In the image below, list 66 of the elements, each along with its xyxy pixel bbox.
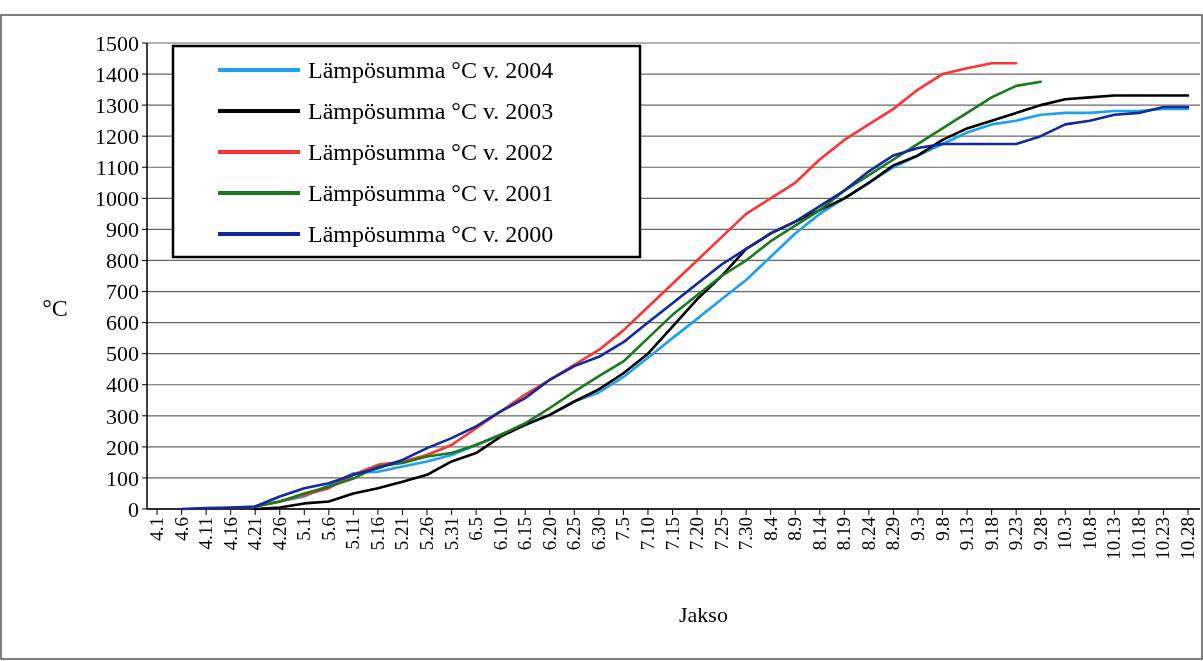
y-tick-label: 1200 <box>95 123 139 149</box>
x-tick-label: 9.8 <box>931 517 953 541</box>
x-tick-label: 6.20 <box>538 517 560 551</box>
x-tick-label: 7.5 <box>612 517 634 541</box>
x-tick-label: 8.4 <box>759 516 781 541</box>
x-tick-label: 10.23 <box>1152 517 1174 560</box>
y-tick-label: 1100 <box>95 154 139 180</box>
y-tick-label: 100 <box>106 465 139 491</box>
y-tick-label: 400 <box>106 372 139 398</box>
x-tick-label: 5.11 <box>342 517 364 550</box>
y-tick-label: 300 <box>106 403 139 429</box>
x-tick-label: 4.1 <box>146 517 167 541</box>
x-tick-label: 7.20 <box>686 517 708 551</box>
y-tick-label: 1300 <box>95 92 139 118</box>
y-tick-label: 900 <box>106 217 139 243</box>
x-tick-label: 6.15 <box>514 517 536 551</box>
x-tick-label: 9.18 <box>980 517 1002 551</box>
x-tick-label: 7.15 <box>661 517 683 551</box>
x-tick-label: 4.26 <box>268 517 290 551</box>
legend-label: Lämpösumma °C v. 2002 <box>308 139 554 166</box>
x-tick-label: 4.21 <box>244 517 266 551</box>
y-tick-label: 0 <box>128 496 139 522</box>
x-tick-label: 10.8 <box>1078 517 1100 551</box>
legend-label: Lämpösumma °C v. 2001 <box>308 180 554 207</box>
x-tick-label: 8.24 <box>857 516 879 551</box>
x-tick-label: 6.10 <box>489 517 511 551</box>
x-tick-label: 9.23 <box>1005 517 1027 551</box>
x-tick-label: 7.10 <box>636 517 658 551</box>
x-tick-label: 6.30 <box>587 517 609 551</box>
x-tick-label: 5.21 <box>391 517 413 551</box>
x-tick-label: 8.19 <box>833 517 855 551</box>
legend-label: Lämpösumma °C v. 2000 <box>308 221 554 248</box>
x-tick-label: 10.18 <box>1127 517 1149 560</box>
y-tick-label: 200 <box>106 434 139 460</box>
x-tick-label: 5.6 <box>317 517 339 541</box>
x-tick-label: 5.31 <box>440 517 462 551</box>
x-tick-label: 6.5 <box>465 517 487 541</box>
x-tick-label: 9.13 <box>956 517 978 551</box>
x-tick-label: 7.30 <box>735 517 757 551</box>
x-tick-label: 5.16 <box>366 517 388 551</box>
x-tick-label: 10.28 <box>1177 517 1198 560</box>
y-tick-label: 1400 <box>95 61 139 87</box>
y-tick-label: 500 <box>106 341 139 367</box>
y-tick-label: 1000 <box>95 186 139 212</box>
x-tick-label: 10.3 <box>1054 517 1076 551</box>
legend-label: Lämpösumma °C v. 2004 <box>308 57 554 84</box>
y-tick-label: 1500 <box>95 30 139 56</box>
x-tick-label: 9.3 <box>906 517 928 541</box>
x-tick-label: 5.1 <box>293 517 315 541</box>
x-tick-label: 4.16 <box>219 517 241 551</box>
x-tick-label: 9.28 <box>1029 517 1051 551</box>
x-tick-label: 5.26 <box>416 517 438 551</box>
x-tick-label: 10.13 <box>1103 517 1125 560</box>
x-tick-label: 8.29 <box>882 517 904 551</box>
x-tick-label: 7.25 <box>710 517 732 551</box>
x-tick-label: 4.6 <box>170 517 192 541</box>
x-axis-title: Jakso <box>679 602 728 627</box>
x-tick-label: 8.14 <box>808 516 830 551</box>
y-axis-title: °C <box>42 295 68 321</box>
x-tick-label: 8.9 <box>784 517 806 541</box>
legend-label: Lämpösumma °C v. 2003 <box>308 98 554 125</box>
y-tick-label: 600 <box>106 310 139 336</box>
y-tick-label: 700 <box>106 279 139 305</box>
y-tick-label: 800 <box>106 248 139 274</box>
x-tick-label: 4.11 <box>195 517 217 550</box>
x-tick-label: 6.25 <box>563 517 585 551</box>
